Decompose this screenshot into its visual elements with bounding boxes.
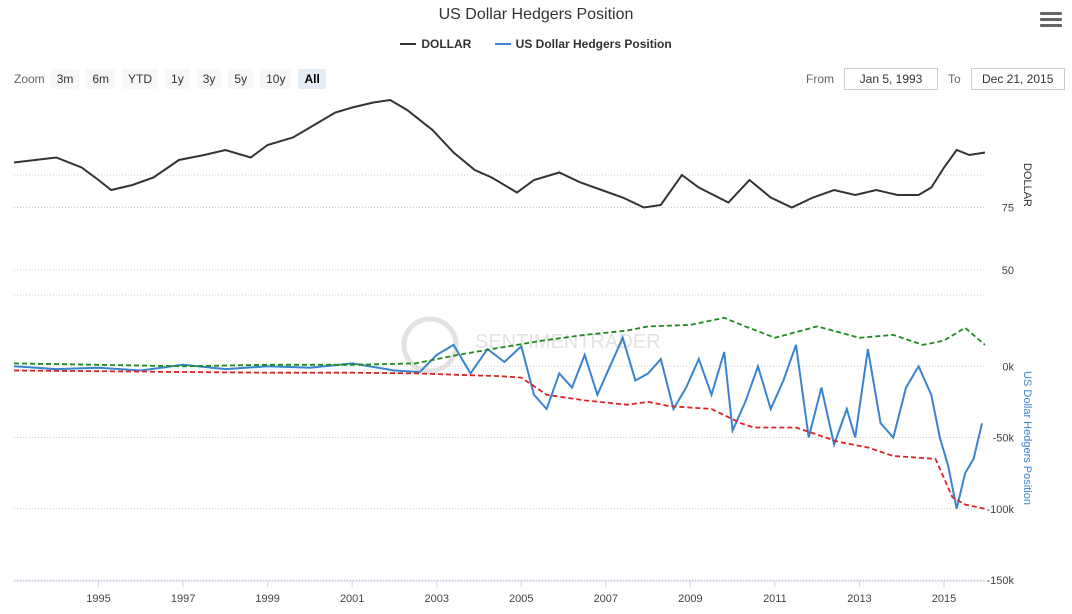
legend-swatch-dollar <box>400 43 417 45</box>
zoom-button-3m[interactable]: 3m <box>50 69 80 89</box>
to-label: To <box>948 72 961 86</box>
zoom-button-6m[interactable]: 6m <box>86 69 116 89</box>
x-tick-label: 2013 <box>847 593 871 605</box>
zoom-button-3y[interactable]: 3y <box>196 69 222 89</box>
x-tick-label: 2009 <box>678 593 702 605</box>
x-tick-label: 1997 <box>171 593 195 605</box>
chart-title: US Dollar Hedgers Position <box>438 6 634 23</box>
legend-item-hedgers[interactable]: US Dollar Hedgers Position <box>494 37 672 51</box>
x-tick-label: 2007 <box>594 593 618 605</box>
series-line-us-dollar-hedgers-position <box>13 334 983 510</box>
svg-text:SENTIMENTRADER: SENTIMENTRADER <box>475 331 661 353</box>
x-tick-label: 2011 <box>763 593 787 605</box>
legend-label-hedgers: US Dollar Hedgers Position <box>515 37 672 51</box>
y-tick-label: 75 <box>1002 203 1014 215</box>
x-tick-label: 2001 <box>340 593 364 605</box>
zoom-label: Zoom <box>14 72 45 86</box>
y-tick-label: -50k <box>993 433 1015 445</box>
from-date-input[interactable]: Jan 5, 1993 <box>844 68 938 90</box>
y-tick-label: -100k <box>986 504 1014 516</box>
date-range-selector: From Jan 5, 1993 To Dec 21, 2015 <box>806 68 1065 90</box>
series-line-lower-band <box>13 369 986 510</box>
zoom-button-1y[interactable]: 1y <box>165 69 190 89</box>
y-axis-title: US Dollar Hedgers Position <box>1021 371 1033 505</box>
x-tick-label: 1995 <box>86 593 110 605</box>
to-date-input[interactable]: Dec 21, 2015 <box>970 68 1065 90</box>
y-tick-label: 0k <box>1002 361 1014 373</box>
series-line-dollar <box>13 98 986 209</box>
x-tick-label: 2003 <box>424 593 448 605</box>
legend-item-dollar[interactable]: DOLLAR <box>400 37 471 51</box>
chart-legend: DOLLAR US Dollar Hedgers Position <box>0 34 1072 51</box>
legend-swatch-hedgers <box>494 43 511 45</box>
series-line-upper-band <box>13 316 986 368</box>
y-tick-label: 50 <box>1002 265 1014 277</box>
y-axis-title: DOLLAR <box>1021 163 1033 207</box>
x-tick-label: 2015 <box>932 593 956 605</box>
x-tick-label: 2005 <box>509 593 533 605</box>
zoom-bar: Zoom 3m 6m YTD 1y 3y 5y 10y All <box>14 68 333 90</box>
hamburger-menu-icon[interactable] <box>1040 12 1062 30</box>
legend-label-dollar: DOLLAR <box>421 37 472 51</box>
zoom-button-ytd[interactable]: YTD <box>122 69 159 89</box>
watermark: SENTIMENTRADER <box>401 316 661 374</box>
from-label: From <box>806 72 834 86</box>
y-tick-label: -150k <box>986 575 1014 587</box>
zoom-button-10y[interactable]: 10y <box>260 69 292 89</box>
zoom-button-5y[interactable]: 5y <box>228 69 254 89</box>
x-tick-label: 1999 <box>255 593 279 605</box>
zoom-button-all[interactable]: All <box>298 69 326 89</box>
